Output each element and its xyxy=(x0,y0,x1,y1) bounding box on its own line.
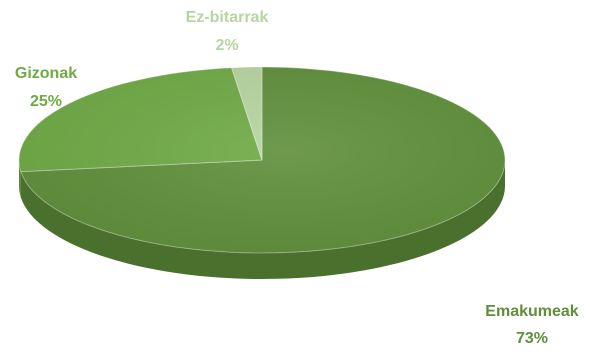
pie-labels: Ez-bitarrak 2% Gizonak 25% Emakumeak 73% xyxy=(15,9,579,347)
pie-side-walls xyxy=(19,160,505,279)
pie-side-emakumeak xyxy=(20,160,505,279)
slice-label-gizonak: Gizonak xyxy=(15,65,77,82)
slice-label-ez-bitarrak: Ez-bitarrak xyxy=(186,9,269,26)
slice-value-gizonak: 25% xyxy=(30,93,62,110)
pie-top-shading xyxy=(19,67,505,253)
slice-value-ez-bitarrak: 2% xyxy=(215,37,238,54)
pie-side-gizonak xyxy=(19,160,21,198)
slice-value-emakumeak: 73% xyxy=(516,330,548,347)
slice-label-emakumeak: Emakumeak xyxy=(485,303,578,320)
